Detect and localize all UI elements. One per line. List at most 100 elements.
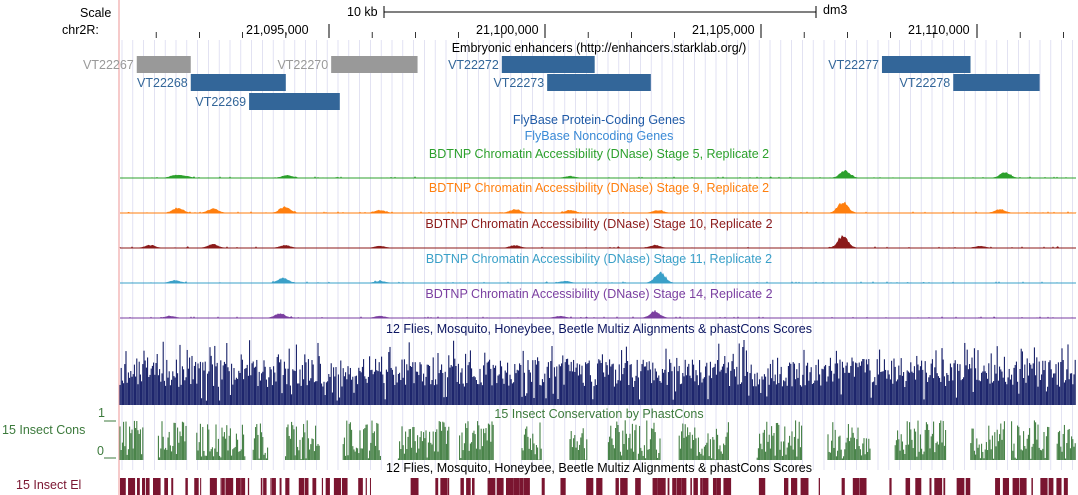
element-block	[358, 478, 363, 495]
element-block	[995, 478, 1001, 495]
element-block	[142, 478, 146, 495]
enhancer-block[interactable]	[501, 56, 595, 73]
dnase-signal	[120, 201, 1077, 214]
element-block	[965, 478, 971, 495]
element-block	[1002, 478, 1010, 495]
dnase-stage9-title[interactable]: BDTNP Chromatin Accessibility (DNase) St…	[428, 181, 770, 195]
element-block	[460, 478, 464, 495]
element-block	[435, 478, 439, 495]
element-block	[312, 478, 317, 495]
element-block	[889, 478, 892, 495]
enhancer-label[interactable]: VT22268	[137, 76, 188, 90]
element-block	[263, 478, 267, 495]
dnase-signal	[120, 169, 1076, 179]
ruler-tick-label: 21,110,000	[908, 23, 970, 37]
noncoding-track-title[interactable]: FlyBase Noncoding Genes	[524, 129, 674, 143]
dnase-stage11-title[interactable]: BDTNP Chromatin Accessibility (DNase) St…	[425, 252, 773, 266]
enhancer-block[interactable]	[136, 56, 191, 73]
element-block	[128, 478, 136, 495]
element-block	[615, 478, 619, 495]
element-block	[220, 478, 222, 495]
chrom-label: chr2R:	[62, 23, 99, 37]
element-block	[209, 478, 217, 495]
enhancer-block[interactable]	[881, 56, 971, 73]
element-block	[285, 478, 290, 495]
element-block	[145, 478, 150, 495]
dnase-stage14-title[interactable]: BDTNP Chromatin Accessibility (DNase) St…	[425, 287, 773, 301]
element-block	[818, 478, 820, 495]
enhancer-block[interactable]	[953, 74, 1040, 91]
element-block	[956, 478, 965, 495]
enhancer-label[interactable]: VT22270	[277, 58, 329, 72]
element-block	[1056, 478, 1062, 495]
insect-el-left-label[interactable]: 15 Insect El	[16, 478, 82, 492]
enhancer-label[interactable]: VT22277	[828, 58, 879, 72]
element-block	[784, 478, 789, 495]
enhancer-label[interactable]: VT22267	[83, 58, 134, 72]
element-block	[1048, 478, 1054, 495]
dnase-signal	[120, 271, 1076, 284]
enhancer-track-title[interactable]: Embryonic enhancers (http://enhancers.st…	[451, 41, 747, 55]
element-block	[241, 478, 246, 495]
element-block	[200, 478, 202, 495]
element-block	[152, 478, 161, 495]
enhancer-block[interactable]	[547, 74, 651, 91]
element-block	[519, 478, 524, 495]
enhancer-label[interactable]: VT22273	[493, 76, 545, 90]
element-block	[800, 478, 809, 495]
ruler-tick-label: 21,095,000	[246, 23, 309, 37]
insect-el-track-title[interactable]: 12 Flies, Mosquito, Honeybee, Beetle Mul…	[386, 461, 812, 475]
scale-label: Scale	[80, 6, 112, 20]
ruler-tick-label: 21,100,000	[476, 23, 539, 37]
element-block	[471, 478, 475, 495]
dnase-stage10-title[interactable]: BDTNP Chromatin Accessibility (DNase) St…	[425, 217, 773, 231]
element-block	[702, 478, 709, 495]
element-block	[341, 478, 348, 495]
element-block	[929, 478, 932, 495]
enhancer-block[interactable]	[249, 93, 340, 110]
dnase-signal	[119, 234, 1076, 249]
element-block	[681, 478, 687, 495]
element-block	[596, 478, 603, 495]
element-block	[247, 478, 250, 495]
element-block	[225, 478, 234, 495]
enhancer-label[interactable]: VT22272	[448, 58, 499, 72]
element-block	[676, 478, 682, 495]
dnase-stage5-title[interactable]: BDTNP Chromatin Accessibility (DNase) St…	[428, 147, 770, 161]
element-block	[791, 478, 798, 495]
element-block	[716, 478, 721, 495]
element-block	[841, 478, 845, 495]
element-block	[1012, 478, 1020, 495]
element-block	[279, 478, 282, 495]
enhancer-label[interactable]: VT22269	[195, 95, 247, 109]
element-block	[934, 478, 943, 495]
enhancer-label[interactable]: VT22278	[899, 76, 951, 90]
insect-cons-ymin: 0	[97, 444, 104, 458]
element-block	[915, 478, 922, 495]
enhancer-block[interactable]	[331, 56, 418, 73]
element-block	[513, 478, 520, 495]
element-block	[333, 478, 341, 495]
element-block	[1031, 478, 1033, 495]
element-block	[1040, 478, 1048, 495]
protein-coding-track-title[interactable]: FlyBase Protein-Coding Genes	[512, 113, 686, 127]
insect-cons-track-title[interactable]: 15 Insect Conservation by PhastCons	[494, 407, 704, 421]
element-block	[298, 478, 305, 495]
element-block	[523, 478, 530, 495]
element-block	[620, 478, 628, 495]
element-block	[693, 478, 698, 495]
element-block	[369, 478, 371, 495]
element-block	[1063, 478, 1068, 495]
insect-cons-left-label[interactable]: 15 Insect Cons	[2, 423, 86, 437]
element-block	[505, 478, 514, 495]
element-block	[325, 478, 330, 495]
element-block	[410, 478, 419, 495]
element-block	[466, 478, 471, 495]
element-block	[496, 478, 504, 495]
ruler-tick-label: 21,105,000	[692, 23, 755, 37]
element-block	[136, 478, 140, 495]
multiz-track-title[interactable]: 12 Flies, Mosquito, Honeybee, Beetle Mul…	[386, 322, 812, 336]
enhancer-block[interactable]	[190, 74, 286, 91]
